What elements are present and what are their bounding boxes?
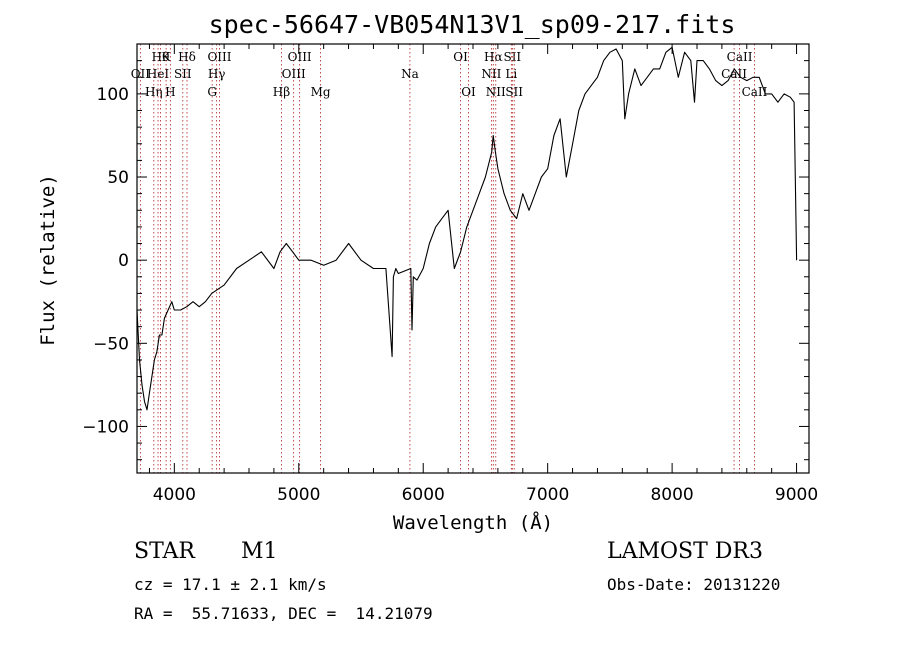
y-tick-label: 50 — [107, 168, 129, 188]
series-group — [136, 46, 798, 411]
redshift-text: cz = 17.1 ± 2.1 km/s — [134, 575, 327, 594]
plot-frame — [136, 43, 810, 474]
x-tick-label: 8000 — [650, 485, 693, 505]
line-marker-label-22: SII — [503, 50, 521, 64]
spectrum-line-0 — [136, 46, 798, 411]
line-marker-label-0: OII — [131, 67, 151, 81]
object-class: STAR — [134, 539, 195, 564]
y-axis-label: Flux (relative) — [37, 174, 59, 346]
y-tick-label: −100 — [82, 417, 129, 437]
line-marker-label-17: OI — [461, 85, 476, 99]
line-marker-label-8: G — [207, 85, 217, 99]
line-marker-label-9: Hγ — [208, 67, 226, 81]
line-marker-label-26: CaII — [742, 85, 768, 99]
line-marker-label-14: Mg — [311, 85, 331, 99]
y-tick-labels: −100 −50 0 50 100 — [82, 85, 129, 438]
y-tick-label: 100 — [97, 85, 129, 105]
survey-name: LAMOST DR3 — [607, 539, 763, 564]
line-marker-label-25: CaII — [727, 50, 753, 64]
coordinates-text: RA = 55.71633, DEC = 14.21079 — [134, 604, 433, 623]
line-marker-label-23: SII — [505, 85, 523, 99]
x-axis-label: Wavelength (Å) — [393, 511, 553, 534]
line-marker-label-15: Na — [401, 67, 419, 81]
line-marker-label-4: K — [162, 50, 172, 64]
x-tick-label: 7000 — [526, 485, 569, 505]
line-markers: OII Hη HeI HθK H SII Hδ G Hγ OIII Hβ OIII OIII Mg Na OI… — [131, 44, 768, 473]
line-marker-label-7: Hδ — [178, 50, 196, 64]
line-marker-label-1: Hη — [145, 85, 163, 99]
object-subclass: M1 — [241, 539, 278, 564]
y-tick-label: 0 — [118, 251, 129, 271]
line-marker-label-6: SII — [174, 67, 192, 81]
line-marker-label-5: H — [165, 85, 175, 99]
line-marker-label-3: Hθ — [152, 50, 170, 64]
line-marker-label-21: Li — [505, 67, 517, 81]
x-tick-label: 6000 — [402, 485, 445, 505]
chart-title: spec-56647-VB054N13V1_sp09-217.fits — [209, 10, 736, 39]
obs-date: Obs-Date: 20131220 — [607, 575, 781, 594]
line-marker-label-10: OIII — [207, 50, 231, 64]
x-tick-label: 4000 — [153, 485, 196, 505]
x-tick-label: 9000 — [775, 485, 818, 505]
line-marker-label-19: Hα — [484, 50, 503, 64]
x-tick-labels: 4000 5000 6000 7000 8000 9000 — [153, 485, 818, 505]
axis-ticks — [137, 44, 809, 473]
line-marker-label-13: OIII — [288, 50, 312, 64]
line-marker-label-12: OIII — [282, 67, 306, 81]
line-marker-label-18: NII — [481, 67, 501, 81]
line-marker-label-11: Hβ — [273, 85, 290, 99]
line-marker-label-16: OI — [453, 50, 468, 64]
line-marker-label-20: NII — [486, 85, 506, 99]
line-marker-label-2: HeI — [147, 67, 170, 81]
y-tick-label: −50 — [93, 334, 129, 354]
x-tick-label: 5000 — [277, 485, 320, 505]
